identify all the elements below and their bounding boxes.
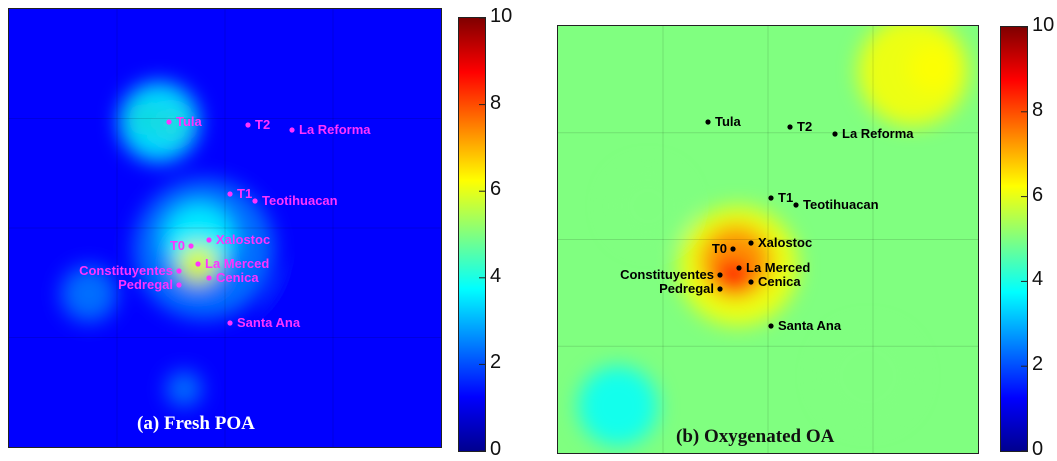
panel-b-site-marker: [748, 279, 754, 285]
panel-a-site-marker: [227, 320, 233, 326]
panel-b-site-label: La Reforma: [842, 126, 914, 141]
panel-a-concentration-patch: [61, 266, 117, 322]
panel-b-site-label: Santa Ana: [778, 318, 842, 333]
heatmap-b: Tula T2 La Reforma T1 Teotihuacan T0 Xalostoc L…: [558, 26, 978, 453]
panel-a-site-label: La Reforma: [299, 122, 371, 137]
panel-a-site-label: Tula: [176, 114, 203, 129]
panel-b-concentration-patch: [608, 166, 688, 246]
panel-b-site-label: Xalostoc: [758, 235, 812, 250]
colorbar-a-gradient: [459, 17, 485, 452]
colorbar-tick-label: 10: [490, 5, 513, 27]
colorbar-tick-label: 8: [1032, 98, 1044, 121]
panel-b-title: (b) Oxygenated OA: [676, 426, 835, 447]
colorbar-a: [458, 17, 486, 452]
panel-b-site-label: Teotihuacan: [803, 197, 879, 212]
colorbar-fill: [459, 18, 485, 451]
panel-a-site-marker: [188, 243, 194, 249]
colorbar-tick-label: 8: [490, 91, 502, 114]
map-panel-a: Tula T2 La Reforma T1 Teotihuacan T0 Xalostoc L…: [8, 8, 442, 448]
colorbar-tick-label: 6: [490, 178, 502, 201]
panel-a-site-label: Cenica: [216, 270, 259, 285]
panel-b-site-marker: [748, 240, 754, 246]
panel-b-site-marker: [730, 246, 736, 252]
panel-b-site-label: Pedregal: [659, 281, 714, 296]
map-panel-b: Tula T2 La Reforma T1 Teotihuacan T0 Xalostoc L…: [557, 25, 979, 454]
panel-a-site-label: T2: [255, 117, 270, 132]
colorbar-tick-label: 4: [490, 264, 502, 287]
panel-a-site-label: Teotihuacan: [262, 193, 338, 208]
panel-a-site-marker: [289, 127, 295, 133]
panel-b-site-label: Constituyentes: [620, 267, 714, 282]
panel-b-concentration-patch: [715, 258, 751, 294]
colorbar-tick-label: 4: [1032, 268, 1044, 291]
panel-b-site-marker: [793, 202, 799, 208]
panel-a-site-marker: [206, 275, 212, 281]
panel-b-site-marker: [768, 195, 774, 201]
panel-a-concentration-patch: [119, 82, 199, 162]
panel-a-site-label: Pedregal: [118, 277, 173, 292]
panel-a-site-label: Xalostoc: [216, 232, 270, 247]
colorbar-tick-label: 2: [1032, 353, 1044, 376]
panel-a-site-marker: [245, 122, 251, 128]
colorbar-b: [1000, 26, 1028, 452]
panel-b-site-label: T0: [712, 241, 727, 256]
panel-a-site-marker: [195, 261, 201, 267]
panel-a-site-marker: [166, 119, 172, 125]
colorbar-b-gradient: [1001, 26, 1027, 452]
colorbar-tick-label: 10: [1032, 14, 1055, 36]
panel-a-site-label: T0: [170, 238, 185, 253]
panel-a-site-label: La Merced: [205, 256, 269, 271]
colorbar-fill: [1001, 27, 1027, 451]
heatmap-a: Tula T2 La Reforma T1 Teotihuacan T0 Xalostoc L…: [9, 9, 441, 447]
panel-a-site-marker: [176, 282, 182, 288]
panel-b-site-marker: [768, 323, 774, 329]
colorbar-tick-label: 6: [1032, 183, 1044, 206]
colorbar-tick-label: 0: [490, 438, 502, 460]
panel-b-site-label: Tula: [715, 114, 742, 129]
panel-a-concentration-patch: [166, 371, 202, 407]
panel-b-site-label: T2: [797, 119, 812, 134]
panel-b-site-marker: [717, 272, 723, 278]
panel-b-site-marker: [717, 286, 723, 292]
panel-a-site-marker: [227, 191, 233, 197]
panel-b-site-marker: [736, 265, 742, 271]
panel-a-site-label: Constituyentes: [79, 263, 173, 278]
panel-b-site-marker: [787, 124, 793, 130]
panel-a-site-label: T1: [237, 186, 252, 201]
panel-a-title: (a) Fresh POA: [137, 413, 255, 434]
panel-b-site-label: T1: [778, 190, 793, 205]
panel-a-site-marker: [252, 198, 258, 204]
panel-a-site-marker: [206, 237, 212, 243]
panel-a-site-label: Santa Ana: [237, 315, 301, 330]
panel-b-site-marker: [832, 131, 838, 137]
panel-b-concentration-patch: [818, 326, 918, 426]
panel-b-concentration-patch: [578, 366, 658, 446]
colorbar-tick-label: 0: [1032, 438, 1044, 460]
colorbar-tick-label: 2: [490, 351, 502, 374]
panel-b-site-label: La Merced: [746, 260, 810, 275]
panel-a-concentration-patch: [269, 269, 349, 349]
panel-b-site-marker: [705, 119, 711, 125]
panel-b-concentration-patch: [908, 43, 958, 93]
panel-a-site-marker: [176, 268, 182, 274]
panel-b-site-label: Cenica: [758, 274, 801, 289]
